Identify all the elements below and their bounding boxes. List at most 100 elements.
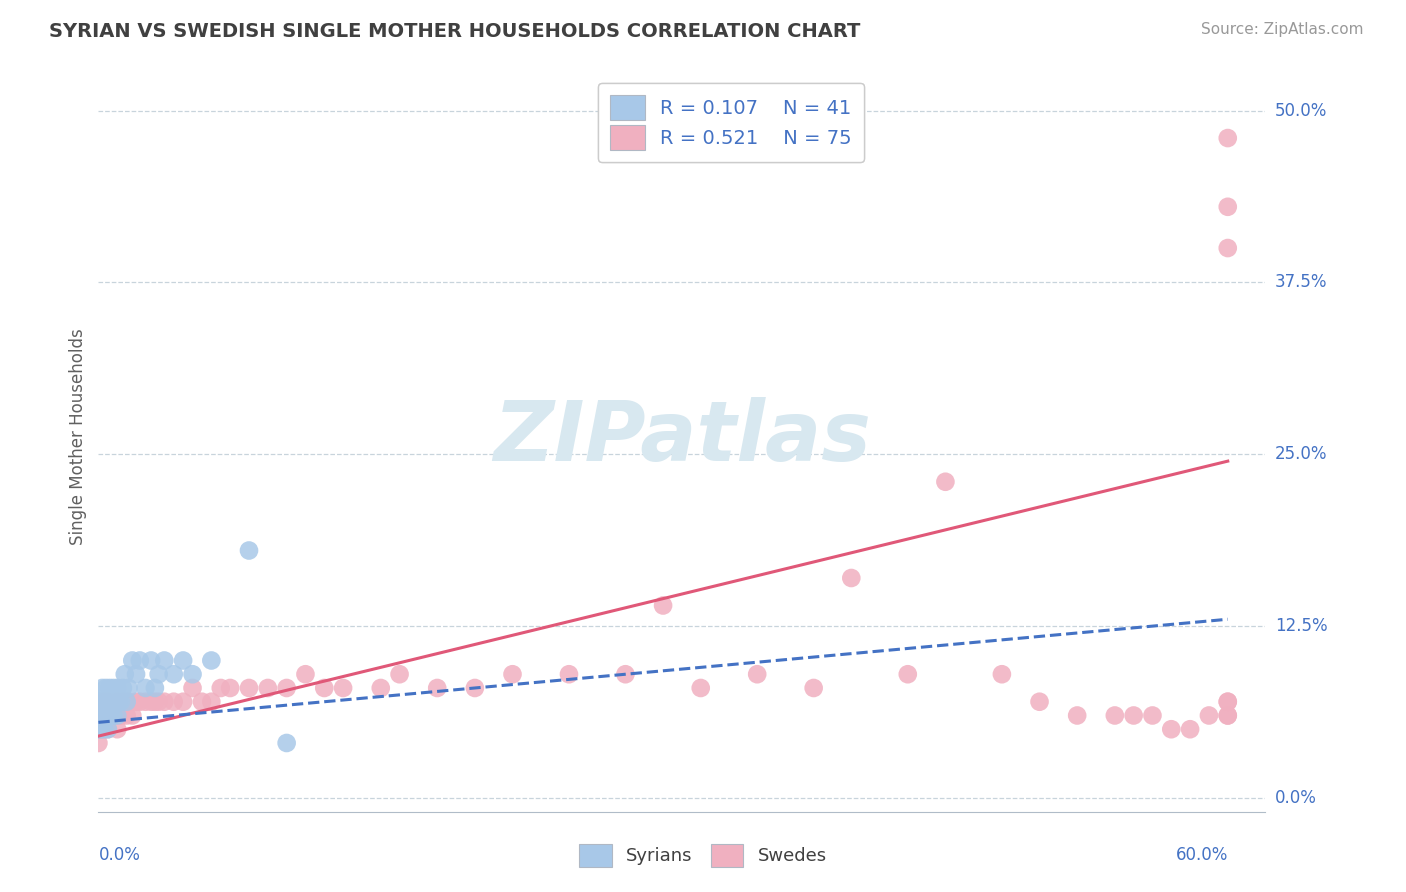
- Text: 25.0%: 25.0%: [1275, 445, 1327, 463]
- Point: [153, 695, 176, 709]
- Point: [652, 599, 675, 613]
- Point: [139, 695, 162, 709]
- Text: 60.0%: 60.0%: [1175, 847, 1227, 864]
- Point: [97, 723, 120, 737]
- Point: [219, 681, 242, 695]
- Point: [1216, 695, 1239, 709]
- Text: 50.0%: 50.0%: [1275, 102, 1327, 120]
- Point: [238, 543, 260, 558]
- Point: [1216, 131, 1239, 145]
- Text: ZIPatlas: ZIPatlas: [494, 397, 870, 477]
- Point: [209, 681, 232, 695]
- Point: [103, 708, 125, 723]
- Point: [1216, 708, 1239, 723]
- Point: [117, 695, 139, 709]
- Point: [238, 681, 260, 695]
- Point: [1104, 708, 1126, 723]
- Point: [200, 695, 222, 709]
- Point: [163, 695, 186, 709]
- Point: [104, 695, 127, 709]
- Point: [276, 681, 298, 695]
- Point: [93, 695, 115, 709]
- Point: [370, 681, 392, 695]
- Point: [200, 653, 222, 667]
- Point: [464, 681, 486, 695]
- Point: [111, 681, 134, 695]
- Point: [1028, 695, 1050, 709]
- Point: [134, 695, 156, 709]
- Legend: Syrians, Swedes: Syrians, Swedes: [572, 837, 834, 874]
- Point: [125, 695, 148, 709]
- Point: [100, 708, 122, 723]
- Point: [87, 736, 110, 750]
- Point: [121, 653, 143, 667]
- Point: [93, 695, 115, 709]
- Point: [256, 681, 278, 695]
- Point: [108, 695, 131, 709]
- Point: [105, 708, 128, 723]
- Point: [103, 708, 125, 723]
- Point: [897, 667, 920, 681]
- Point: [98, 681, 121, 695]
- Point: [148, 667, 170, 681]
- Text: 12.5%: 12.5%: [1275, 617, 1327, 635]
- Point: [97, 723, 120, 737]
- Legend: R = 0.107    N = 41, R = 0.521    N = 75: R = 0.107 N = 41, R = 0.521 N = 75: [599, 83, 863, 161]
- Point: [934, 475, 956, 489]
- Point: [105, 723, 128, 737]
- Point: [294, 667, 316, 681]
- Point: [87, 695, 110, 709]
- Point: [115, 695, 138, 709]
- Point: [172, 653, 194, 667]
- Point: [143, 681, 166, 695]
- Point: [1216, 241, 1239, 255]
- Point: [172, 695, 194, 709]
- Point: [89, 708, 111, 723]
- Point: [839, 571, 862, 585]
- Point: [115, 708, 138, 723]
- Text: SYRIAN VS SWEDISH SINGLE MOTHER HOUSEHOLDS CORRELATION CHART: SYRIAN VS SWEDISH SINGLE MOTHER HOUSEHOL…: [49, 22, 860, 41]
- Point: [91, 708, 114, 723]
- Point: [97, 695, 120, 709]
- Point: [87, 708, 110, 723]
- Point: [388, 667, 411, 681]
- Point: [314, 681, 336, 695]
- Point: [1178, 723, 1201, 737]
- Point: [139, 653, 162, 667]
- Point: [153, 653, 176, 667]
- Point: [689, 681, 711, 695]
- Point: [181, 667, 204, 681]
- Point: [502, 667, 524, 681]
- Point: [93, 723, 115, 737]
- Point: [89, 723, 111, 737]
- Point: [89, 695, 111, 709]
- Point: [614, 667, 637, 681]
- Point: [143, 695, 166, 709]
- Point: [89, 723, 111, 737]
- Point: [181, 681, 204, 695]
- Point: [128, 695, 150, 709]
- Point: [104, 708, 127, 723]
- Point: [121, 708, 143, 723]
- Point: [98, 708, 121, 723]
- Y-axis label: Single Mother Households: Single Mother Households: [69, 329, 87, 545]
- Point: [110, 695, 132, 709]
- Point: [125, 667, 148, 681]
- Point: [93, 723, 115, 737]
- Point: [426, 681, 449, 695]
- Point: [98, 708, 121, 723]
- Point: [97, 695, 120, 709]
- Point: [100, 695, 122, 709]
- Point: [114, 667, 136, 681]
- Point: [105, 681, 128, 695]
- Point: [1066, 708, 1088, 723]
- Point: [134, 681, 156, 695]
- Point: [108, 708, 131, 723]
- Point: [991, 667, 1014, 681]
- Point: [87, 723, 110, 737]
- Text: 0.0%: 0.0%: [1275, 789, 1316, 807]
- Point: [1198, 708, 1220, 723]
- Point: [148, 695, 170, 709]
- Point: [1216, 695, 1239, 709]
- Point: [94, 681, 117, 695]
